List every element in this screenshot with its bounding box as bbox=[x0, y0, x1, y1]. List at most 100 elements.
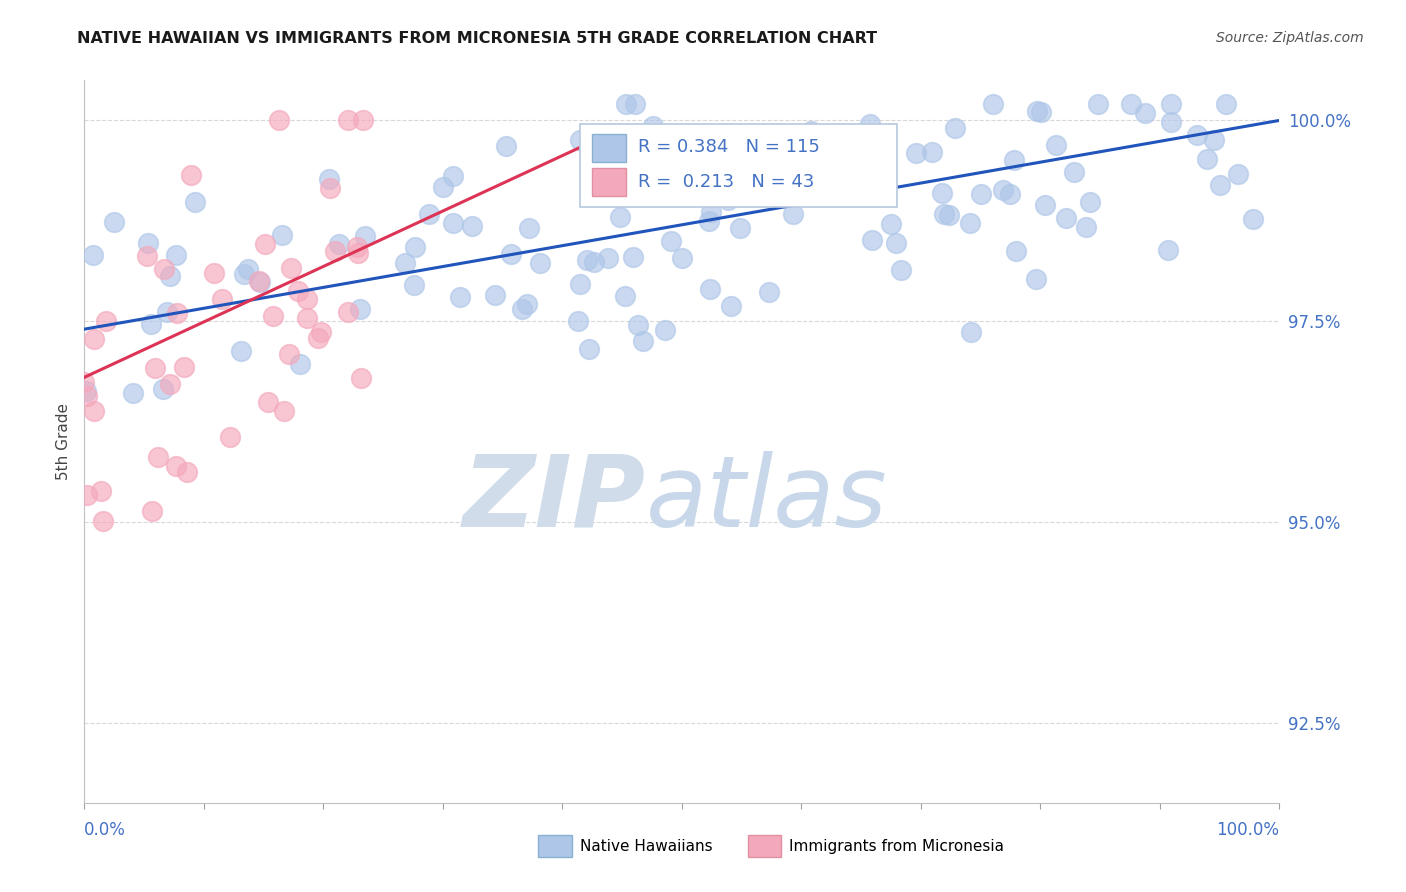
Text: 0.0%: 0.0% bbox=[84, 821, 127, 838]
Point bbox=[143, 360, 166, 375]
Point bbox=[318, 171, 340, 186]
Point bbox=[621, 251, 644, 265]
Point bbox=[153, 262, 176, 277]
Point bbox=[136, 235, 159, 250]
Text: atlas: atlas bbox=[647, 450, 887, 548]
Point bbox=[273, 404, 295, 418]
Point bbox=[165, 248, 187, 262]
Point bbox=[1209, 178, 1232, 192]
Point bbox=[1119, 97, 1142, 112]
Point bbox=[613, 289, 636, 303]
Point bbox=[346, 240, 368, 254]
Point bbox=[404, 240, 426, 254]
Point bbox=[277, 347, 299, 361]
Point bbox=[921, 145, 943, 159]
Point bbox=[609, 211, 631, 225]
Point bbox=[981, 97, 1004, 112]
Point bbox=[176, 465, 198, 479]
Text: ZIP: ZIP bbox=[463, 450, 647, 548]
Point bbox=[336, 113, 359, 128]
Point bbox=[75, 384, 97, 398]
Point bbox=[350, 371, 373, 385]
Point bbox=[510, 301, 533, 316]
Point bbox=[1133, 106, 1156, 120]
Point bbox=[418, 206, 440, 220]
Point bbox=[585, 129, 607, 144]
Point bbox=[394, 256, 416, 270]
Point bbox=[146, 450, 169, 465]
Point bbox=[73, 375, 96, 389]
Point bbox=[347, 246, 370, 260]
Point bbox=[697, 213, 720, 227]
Text: Immigrants from Micronesia: Immigrants from Micronesia bbox=[790, 838, 1004, 854]
Point bbox=[575, 252, 598, 267]
Point bbox=[249, 275, 271, 289]
Point bbox=[484, 288, 506, 302]
Point bbox=[1160, 97, 1182, 112]
Point bbox=[288, 358, 311, 372]
Point bbox=[83, 332, 105, 346]
Point bbox=[319, 181, 342, 195]
Text: Source: ZipAtlas.com: Source: ZipAtlas.com bbox=[1216, 31, 1364, 45]
Point bbox=[166, 305, 188, 319]
Text: 100.0%: 100.0% bbox=[1216, 821, 1279, 838]
Point bbox=[247, 274, 270, 288]
Point bbox=[860, 233, 883, 247]
Point bbox=[232, 267, 254, 281]
Point bbox=[122, 386, 145, 401]
Point bbox=[94, 313, 117, 327]
Point bbox=[90, 484, 112, 499]
Point bbox=[889, 263, 911, 277]
Point bbox=[697, 173, 720, 187]
Point bbox=[229, 343, 252, 358]
Point bbox=[644, 158, 666, 172]
Point bbox=[349, 301, 371, 316]
FancyBboxPatch shape bbox=[592, 169, 626, 196]
Point bbox=[582, 255, 605, 269]
Point bbox=[253, 236, 276, 251]
Point bbox=[404, 278, 426, 293]
Point bbox=[352, 113, 374, 128]
Point bbox=[529, 256, 551, 270]
Point bbox=[501, 247, 523, 261]
Point bbox=[1202, 133, 1225, 147]
Point bbox=[659, 235, 682, 249]
Text: R = 0.384   N = 115: R = 0.384 N = 115 bbox=[638, 138, 820, 156]
Point bbox=[1005, 244, 1028, 258]
Point bbox=[449, 290, 471, 304]
Point bbox=[76, 389, 98, 403]
Text: R =  0.213   N = 43: R = 0.213 N = 43 bbox=[638, 173, 814, 191]
Point bbox=[183, 195, 205, 210]
Point bbox=[717, 194, 740, 208]
Point bbox=[211, 292, 233, 306]
Point bbox=[641, 119, 664, 133]
Point bbox=[880, 217, 903, 231]
Point bbox=[257, 394, 280, 409]
Point bbox=[354, 228, 377, 243]
Point bbox=[1187, 128, 1209, 142]
Point bbox=[627, 318, 650, 333]
Point bbox=[943, 120, 966, 135]
FancyBboxPatch shape bbox=[538, 835, 572, 857]
FancyBboxPatch shape bbox=[592, 135, 626, 162]
Point bbox=[758, 285, 780, 300]
Point bbox=[139, 317, 162, 331]
Point bbox=[441, 216, 464, 230]
Point bbox=[180, 168, 202, 182]
Point bbox=[873, 128, 896, 143]
Point bbox=[598, 251, 620, 265]
Point bbox=[578, 343, 600, 357]
Point bbox=[236, 261, 259, 276]
Point bbox=[159, 268, 181, 283]
Point bbox=[654, 323, 676, 337]
Point bbox=[782, 207, 804, 221]
Point bbox=[307, 331, 329, 345]
Point bbox=[1087, 97, 1109, 112]
Point bbox=[569, 277, 592, 291]
Point bbox=[295, 310, 318, 325]
Point bbox=[280, 260, 302, 275]
Point bbox=[720, 299, 742, 313]
Point bbox=[1025, 104, 1047, 119]
Point bbox=[432, 179, 454, 194]
Point bbox=[159, 377, 181, 392]
